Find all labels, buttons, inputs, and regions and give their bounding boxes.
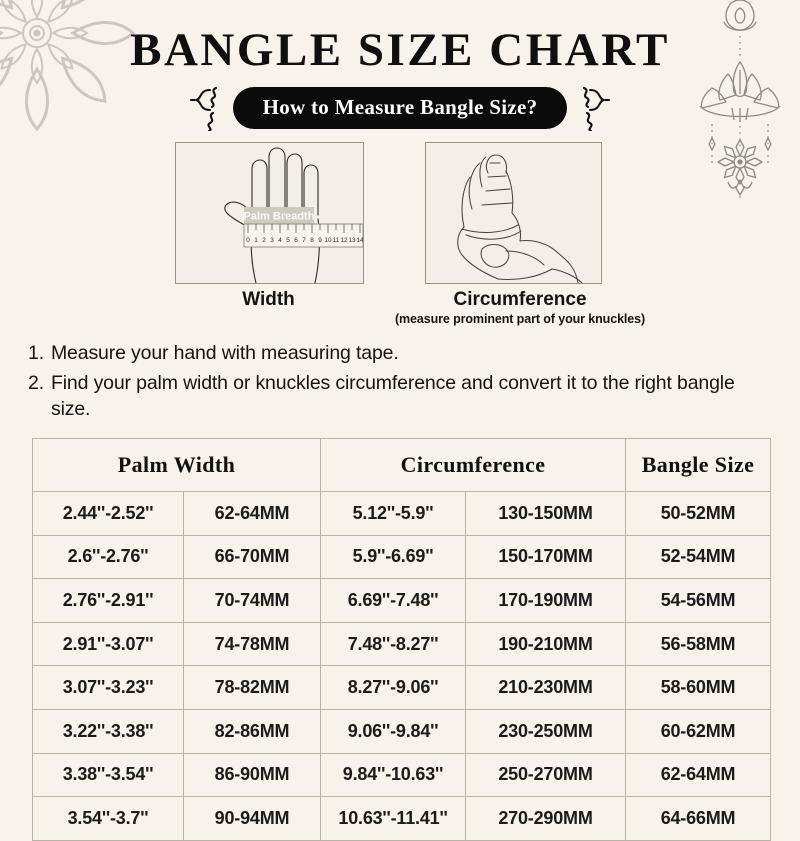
cell-palm-width-in: 2.44''-2.52'': [32, 491, 184, 536]
step-number: 1.: [28, 342, 44, 364]
svg-text:12: 12: [340, 237, 348, 244]
column-header-palm-width: Palm Width: [32, 438, 321, 492]
cell-palm-width-mm: 62-64MM: [183, 491, 321, 536]
svg-text:14: 14: [356, 237, 363, 244]
cell-bangle-size: 56-58MM: [625, 621, 772, 667]
table-row: 2.44''-2.52'' 62-64MM 5.12''-5.9'' 130-150M…: [32, 491, 772, 536]
cell-palm-width-in: 3.54''-3.7'': [32, 796, 184, 841]
cell-bangle-size: 54-56MM: [625, 578, 772, 623]
cell-circumference-in: 6.69''-7.48'': [320, 578, 466, 623]
size-table-body: 2.44''-2.52'' 62-64MM 5.12''-5.9'' 130-150M…: [32, 491, 772, 841]
cell-bangle-size: 58-60MM: [625, 665, 772, 710]
cell-palm-width-in: 3.07''-3.23'': [32, 665, 184, 710]
cell-circumference-mm: 250-270MM: [464, 752, 627, 798]
cell-circumference-in: 8.27''-9.06'': [320, 665, 466, 710]
table-header-row: Palm Width Circumference Bangle Size: [32, 438, 772, 492]
cell-palm-width-in: 3.38''-3.54'': [32, 752, 184, 798]
column-header-bangle-size: Bangle Size: [625, 438, 772, 492]
instruction-step: 1. Measure your hand with measuring tape…: [28, 341, 772, 367]
table-row: 2.76''-2.91'' 70-74MM 6.69''-7.48'' 170-190…: [32, 578, 772, 623]
cell-circumference-mm: 150-170MM: [464, 534, 627, 580]
svg-text:3: 3: [270, 237, 274, 244]
caption-circumference: Circumference (measure prominent part of…: [370, 289, 670, 326]
cell-palm-width-in: 3.22''-3.38'': [32, 708, 184, 754]
cell-circumference-in: 5.12''-5.9'': [320, 491, 466, 536]
svg-text:10: 10: [324, 237, 332, 244]
cell-palm-width-mm: 90-94MM: [183, 796, 321, 841]
cell-circumference-in: 7.48''-8.27'': [320, 621, 466, 667]
svg-text:11: 11: [333, 237, 340, 244]
table-row: 3.54''-3.7'' 90-94MM 10.63''-11.41'' 270-29…: [32, 796, 772, 841]
how-to-measure-badge: How to Measure Bangle Size?: [232, 87, 568, 129]
cell-palm-width-mm: 74-78MM: [183, 621, 321, 667]
circumference-illustration: [425, 142, 602, 284]
table-row: 3.38''-3.54'' 86-90MM 9.84''-10.63'' 250-27…: [32, 752, 772, 798]
palm-breadth-label: Palm Breadth: [244, 207, 315, 224]
page-title: BANGLE SIZE CHART: [130, 24, 670, 76]
svg-text:2: 2: [262, 237, 266, 244]
svg-text:1: 1: [254, 237, 258, 244]
svg-text:8: 8: [310, 237, 314, 244]
hands-knuckles-drawing-icon: [457, 154, 583, 283]
cell-bangle-size: 60-62MM: [625, 708, 772, 754]
size-table-wrapper: Palm Width Circumference Bangle Size 2.4…: [32, 438, 772, 841]
cell-bangle-size: 64-66MM: [625, 796, 772, 841]
instruction-step: 2. Find your palm width or knuckles circ…: [28, 371, 772, 423]
cell-palm-width-in: 2.6''-2.76'': [32, 534, 184, 580]
cell-circumference-mm: 210-230MM: [464, 665, 627, 710]
flourish-left-icon: [189, 86, 217, 131]
cell-circumference-in: 5.9''-6.69'': [320, 534, 466, 580]
cell-circumference-mm: 130-150MM: [464, 491, 627, 536]
cell-palm-width-in: 2.76''-2.91'': [32, 578, 184, 623]
cell-circumference-in: 9.06''-9.84'': [320, 708, 466, 754]
cell-circumference-mm: 230-250MM: [464, 708, 627, 754]
step-text: Measure your hand with measuring tape.: [50, 342, 399, 364]
cell-bangle-size: 52-54MM: [625, 534, 772, 580]
badge-row: How to Measure Bangle Size?: [0, 85, 800, 131]
cell-palm-width-mm: 70-74MM: [183, 578, 321, 623]
caption-width: Width: [242, 289, 295, 310]
table-row: 3.22''-3.38'' 82-86MM 9.06''-9.84'' 230-250…: [32, 708, 772, 754]
svg-text:6: 6: [294, 237, 298, 244]
cell-palm-width-mm: 78-82MM: [183, 665, 321, 710]
svg-text:Palm Breadth: Palm Breadth: [244, 211, 315, 223]
flourish-right-icon: [583, 86, 611, 131]
cell-circumference-in: 9.84''-10.63'': [320, 752, 466, 798]
table-row: 2.6''-2.76'' 66-70MM 5.9''-6.69'' 150-170MM…: [32, 534, 772, 580]
column-header-circumference: Circumference: [319, 438, 627, 492]
instruction-steps: 1. Measure your hand with measuring tape…: [28, 341, 772, 427]
svg-text:4: 4: [278, 237, 282, 244]
cell-bangle-size: 50-52MM: [625, 491, 772, 536]
svg-text:9: 9: [318, 237, 322, 244]
step-number: 2.: [28, 371, 44, 394]
caption-circumference-label: Circumference: [453, 289, 587, 310]
svg-text:13: 13: [348, 237, 356, 244]
cell-bangle-size: 62-64MM: [625, 752, 772, 798]
caption-circumference-sub: (measure prominent part of your knuckles…: [394, 311, 646, 326]
cell-palm-width-mm: 66-70MM: [183, 534, 321, 580]
step-text: Find your palm width or knuckles circumf…: [50, 371, 735, 420]
cell-circumference-mm: 170-190MM: [464, 578, 627, 623]
cell-circumference-mm: 270-290MM: [464, 796, 627, 841]
svg-text:7: 7: [302, 237, 306, 244]
svg-text:0: 0: [246, 237, 250, 244]
cell-palm-width-mm: 82-86MM: [183, 708, 321, 754]
table-row: 3.07''-3.23'' 78-82MM 8.27''-9.06'' 210-230…: [32, 665, 772, 710]
table-row: 2.91''-3.07'' 74-78MM 7.48''-8.27'' 190-210…: [32, 621, 772, 667]
mandala-ornament-icon: [0, 0, 135, 131]
svg-text:5: 5: [286, 237, 290, 244]
cell-circumference-in: 10.63''-11.41'': [320, 796, 466, 841]
cell-circumference-mm: 190-210MM: [464, 621, 627, 667]
cell-palm-width-mm: 86-90MM: [183, 752, 321, 798]
size-table: Palm Width Circumference Bangle Size 2.4…: [32, 438, 772, 841]
lotus-ornament-icon: [699, 0, 781, 201]
cell-palm-width-in: 2.91''-3.07'': [32, 621, 184, 667]
